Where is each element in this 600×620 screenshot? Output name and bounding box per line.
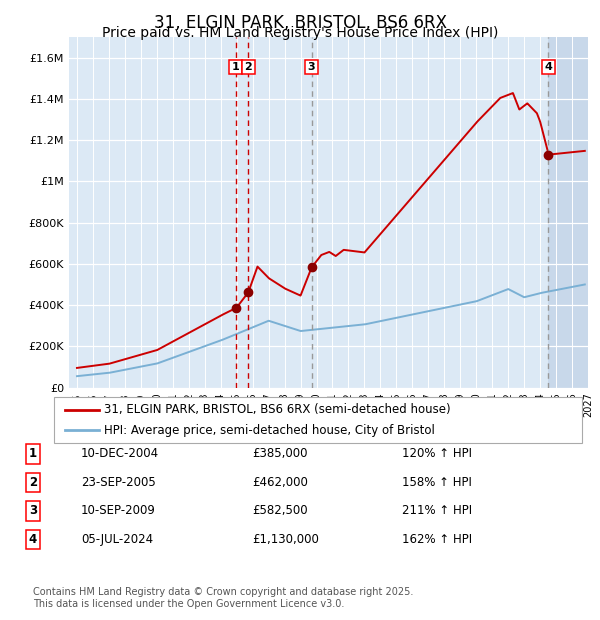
Text: 158% ↑ HPI: 158% ↑ HPI (402, 476, 472, 489)
Text: £385,000: £385,000 (252, 448, 308, 460)
Text: 1: 1 (232, 62, 239, 72)
Bar (548, 37, 588, 387)
Text: 31, ELGIN PARK, BRISTOL, BS6 6RX: 31, ELGIN PARK, BRISTOL, BS6 6RX (154, 14, 446, 32)
Text: 211% ↑ HPI: 211% ↑ HPI (402, 505, 472, 517)
Text: HPI: Average price, semi-detached house, City of Bristol: HPI: Average price, semi-detached house,… (104, 424, 435, 436)
Text: 120% ↑ HPI: 120% ↑ HPI (402, 448, 472, 460)
Text: 2: 2 (29, 476, 37, 489)
Text: 3: 3 (308, 62, 316, 72)
Text: 10-DEC-2004: 10-DEC-2004 (81, 448, 159, 460)
Text: 1: 1 (29, 448, 37, 460)
Text: £1,130,000: £1,130,000 (252, 533, 319, 546)
Text: 2: 2 (244, 62, 252, 72)
Text: 4: 4 (29, 533, 37, 546)
Text: 3: 3 (29, 505, 37, 517)
Text: Price paid vs. HM Land Registry's House Price Index (HPI): Price paid vs. HM Land Registry's House … (102, 26, 498, 40)
Text: 162% ↑ HPI: 162% ↑ HPI (402, 533, 472, 546)
Text: Contains HM Land Registry data © Crown copyright and database right 2025.
This d: Contains HM Land Registry data © Crown c… (33, 587, 413, 609)
FancyBboxPatch shape (54, 397, 582, 443)
Text: 31, ELGIN PARK, BRISTOL, BS6 6RX (semi-detached house): 31, ELGIN PARK, BRISTOL, BS6 6RX (semi-d… (104, 404, 451, 416)
Text: £582,500: £582,500 (252, 505, 308, 517)
Text: 4: 4 (544, 62, 552, 72)
Text: 10-SEP-2009: 10-SEP-2009 (81, 505, 156, 517)
Text: £462,000: £462,000 (252, 476, 308, 489)
Text: 05-JUL-2024: 05-JUL-2024 (81, 533, 153, 546)
Text: 23-SEP-2005: 23-SEP-2005 (81, 476, 156, 489)
